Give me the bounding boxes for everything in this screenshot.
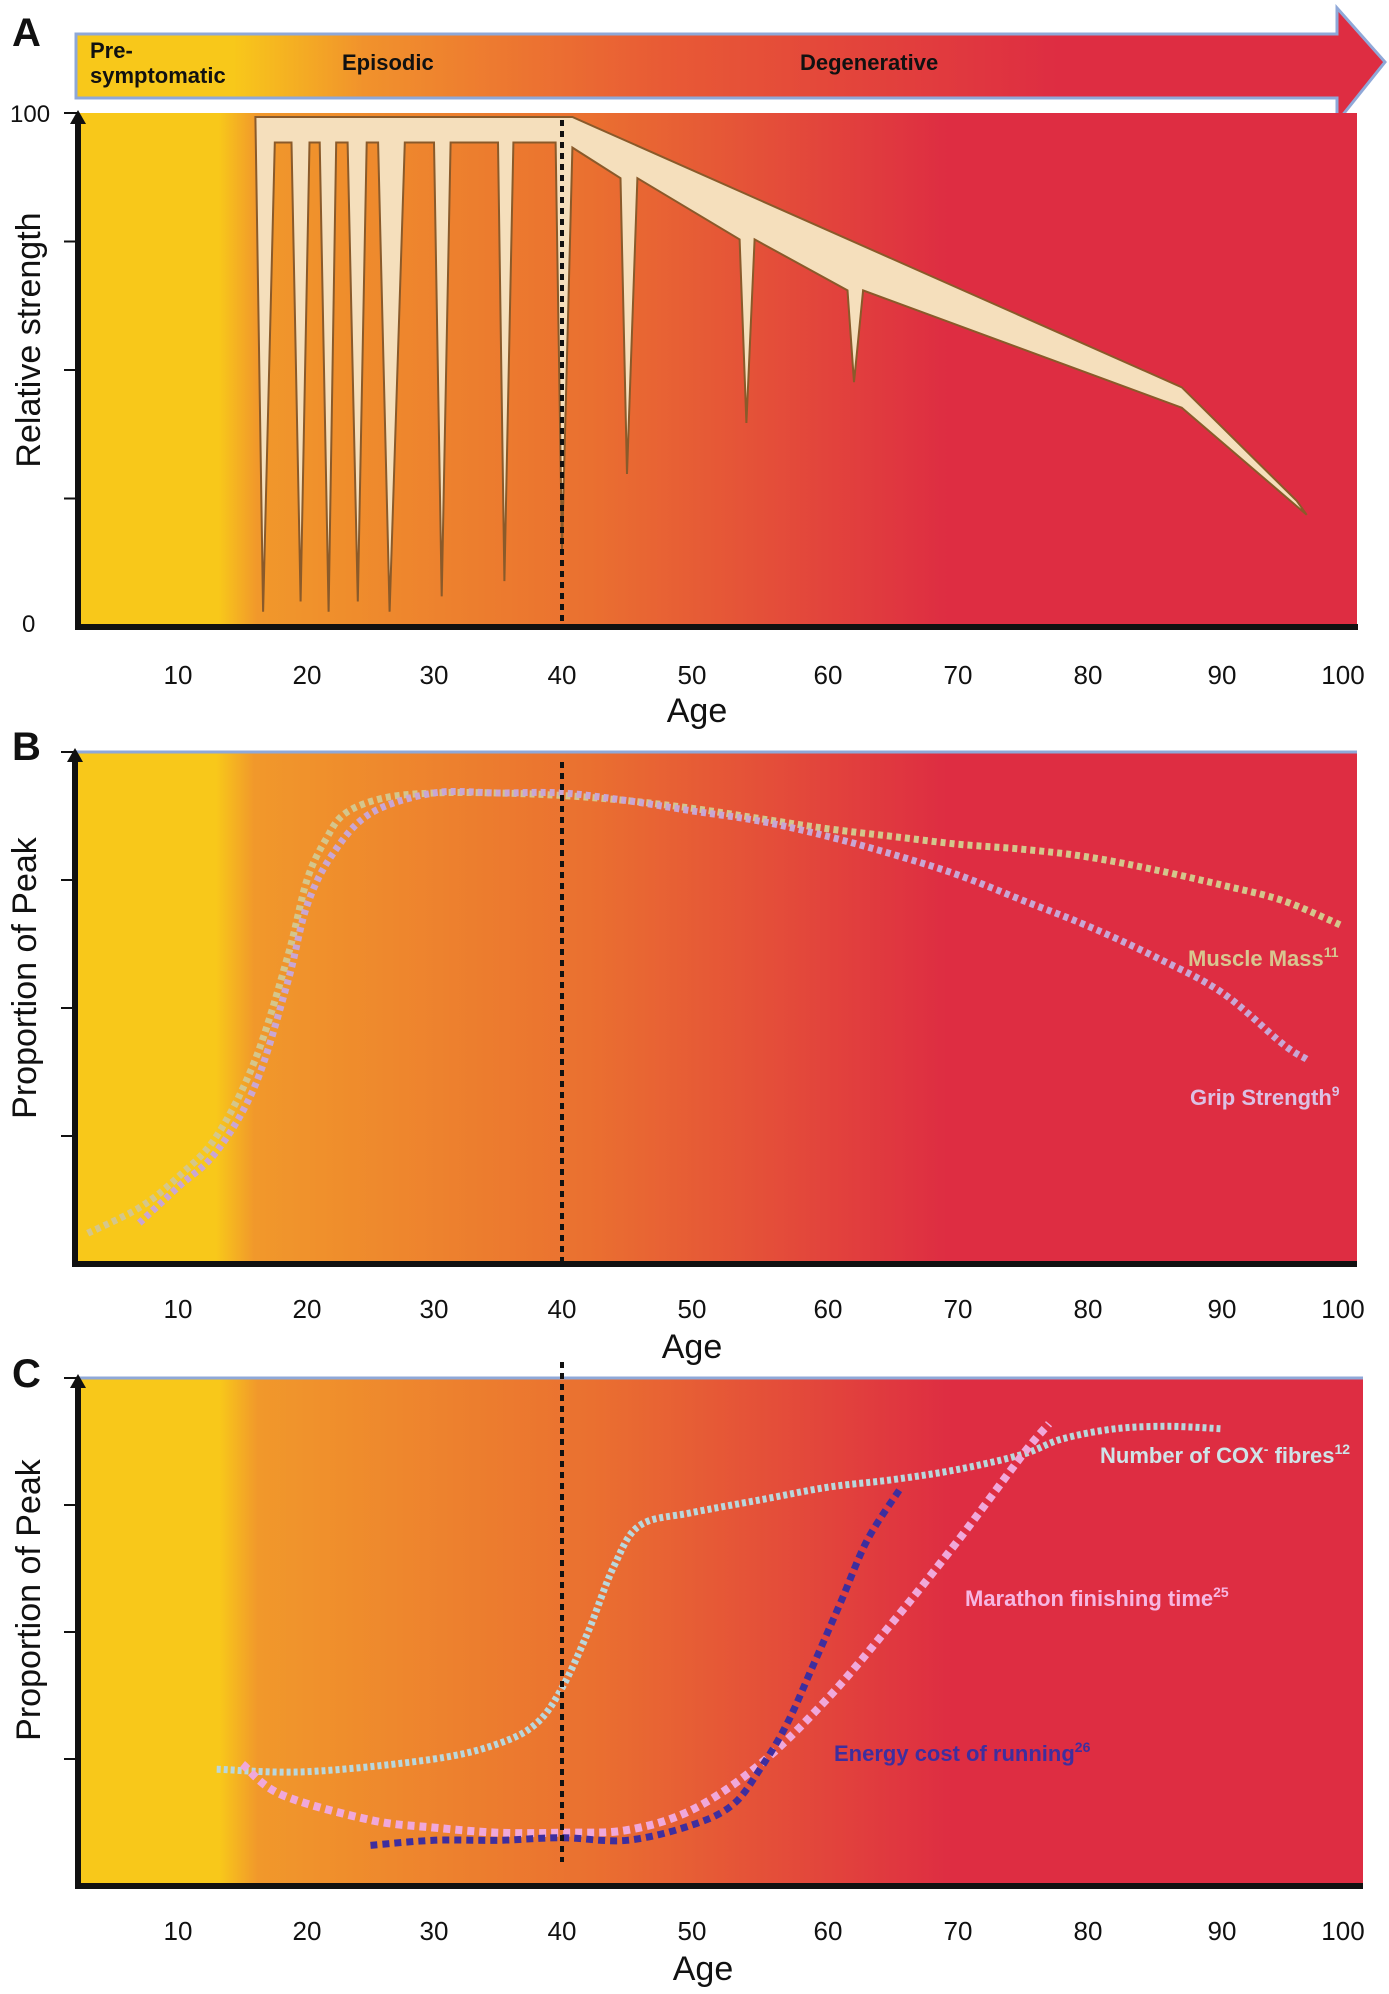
x-tick-label-100: 100 (1321, 660, 1364, 690)
x-tick-label-80: 80 (1074, 660, 1103, 690)
cox-fibres-name: Number of COX (1100, 1443, 1264, 1468)
x-tick-label-100: 100 (1321, 1294, 1364, 1324)
panel-a-y-label-100: 100 (10, 101, 50, 128)
series-label-energy-cost: Energy cost of running26 (834, 1739, 1091, 1766)
x-tick-label-70: 70 (944, 1916, 973, 1946)
cox-fibres-minus: - (1264, 1441, 1269, 1457)
x-tick-label-90: 90 (1208, 1916, 1237, 1946)
panel-c-x-tick-labels: 10 20 30 40 50 60 70 80 90 100 (164, 1916, 1365, 1946)
stage-label-degenerative: Degenerative (800, 50, 938, 75)
panel-a-y-label-0: 0 (22, 611, 35, 638)
panel-b-y-axis-arrowhead (67, 748, 83, 762)
panel-a-chart: 100 0 10 20 30 40 50 60 70 80 90 100 Age Relative… (10, 101, 1365, 730)
series-label-grip-strength: Grip Strength9 (1190, 1083, 1340, 1110)
x-tick-label-80: 80 (1074, 1294, 1103, 1324)
x-tick-label-60: 60 (814, 660, 843, 690)
panel-b-x-tick-labels: 10 20 30 40 50 60 70 80 90 100 (164, 1294, 1365, 1324)
panel-a-x-axis-title: Age (667, 692, 728, 730)
panel-a-y-ticks (64, 112, 78, 500)
x-tick-label-40: 40 (548, 660, 577, 690)
energy-cost-name: Energy cost of running (834, 1741, 1075, 1766)
panel-b-y-ticks (61, 751, 75, 1137)
muscle-mass-name: Muscle Mass (1188, 946, 1324, 971)
x-tick-label-10: 10 (164, 1916, 193, 1946)
series-line-cox-fibres (216, 1422, 1223, 1776)
x-tick-label-20: 20 (293, 1916, 322, 1946)
panel-c-chart: 10 20 30 40 50 60 70 80 90 100 Age Proportion of … (10, 1362, 1365, 1988)
panel-b-series-layer (86, 787, 1345, 1237)
panel-b-background (75, 752, 1357, 1261)
x-tick-label-20: 20 (293, 660, 322, 690)
panel-letter-c: C (12, 1352, 41, 1396)
stage-presymptomatic-line2: symptomatic (90, 63, 226, 88)
stage-label-presymptomatic: Pre- symptomatic (90, 38, 226, 88)
cox-fibres-suffix: fibres (1268, 1443, 1334, 1468)
muscle-mass-citation: 11 (1324, 944, 1339, 960)
marathon-citation: 25 (1213, 1584, 1229, 1600)
stage-arrow-shape (74, 4, 1387, 127)
x-tick-label-90: 90 (1208, 660, 1237, 690)
panel-b-chart: 10 20 30 40 50 60 70 80 90 100 Age Proportion of … (6, 748, 1365, 1366)
x-tick-label-30: 30 (420, 1916, 449, 1946)
series-line-marathon-finishing-time (239, 1421, 1053, 1838)
x-tick-label-90: 90 (1208, 1294, 1237, 1324)
marathon-name: Marathon finishing time (965, 1586, 1213, 1611)
x-tick-label-40: 40 (548, 1294, 577, 1324)
x-tick-label-30: 30 (420, 1294, 449, 1324)
cox-fibres-citation: 12 (1335, 1441, 1351, 1457)
x-tick-label-60: 60 (814, 1916, 843, 1946)
x-tick-label-40: 40 (548, 1916, 577, 1946)
panel-a-x-tick-labels: 10 20 30 40 50 60 70 80 90 100 (164, 660, 1365, 690)
panel-b-x-axis-title: Age (662, 1328, 723, 1366)
series-label-cox-fibres: Number of COX- fibres12 (1100, 1441, 1350, 1468)
panel-c-y-axis-title: Proportion of Peak (10, 1458, 48, 1741)
x-tick-label-20: 20 (293, 1294, 322, 1324)
x-tick-label-60: 60 (814, 1294, 843, 1324)
x-tick-label-50: 50 (678, 1294, 707, 1324)
stage-arrow: Pre- symptomatic Episodic Degenerative (74, 4, 1387, 127)
x-tick-label-70: 70 (944, 660, 973, 690)
panel-b-y-axis-title: Proportion of Peak (6, 836, 44, 1119)
panel-c-y-ticks (64, 1377, 78, 1760)
panel-a-series-layer (254, 116, 1308, 612)
x-tick-label-50: 50 (678, 660, 707, 690)
panel-letter-b: B (12, 725, 41, 769)
series-line-energy-cost-of-running (370, 1487, 903, 1849)
stage-label-episodic: Episodic (342, 50, 434, 75)
grip-strength-name: Grip Strength (1190, 1085, 1332, 1110)
x-tick-label-30: 30 (420, 660, 449, 690)
x-tick-label-70: 70 (944, 1294, 973, 1324)
panel-a-y-axis-title: Relative strength (10, 212, 48, 467)
panel-c-x-axis-title: Age (673, 1950, 734, 1988)
series-line-muscle-mass (86, 788, 1345, 1237)
series-relative-strength-band (254, 116, 1308, 612)
panel-letter-a: A (12, 11, 41, 55)
panel-c-y-axis-arrowhead (70, 1374, 86, 1388)
panel-a-y-axis-arrowhead (70, 110, 86, 124)
x-tick-label-100: 100 (1321, 1916, 1364, 1946)
series-label-marathon: Marathon finishing time25 (965, 1584, 1229, 1611)
stage-presymptomatic-line1: Pre- (90, 38, 133, 63)
energy-cost-citation: 26 (1075, 1739, 1091, 1755)
series-label-muscle-mass: Muscle Mass11 (1188, 944, 1339, 971)
panel-c-series-layer (216, 1421, 1223, 1849)
x-tick-label-10: 10 (164, 1294, 193, 1324)
x-tick-label-80: 80 (1074, 1916, 1103, 1946)
grip-strength-citation: 9 (1332, 1083, 1340, 1099)
x-tick-label-10: 10 (164, 660, 193, 690)
x-tick-label-50: 50 (678, 1916, 707, 1946)
